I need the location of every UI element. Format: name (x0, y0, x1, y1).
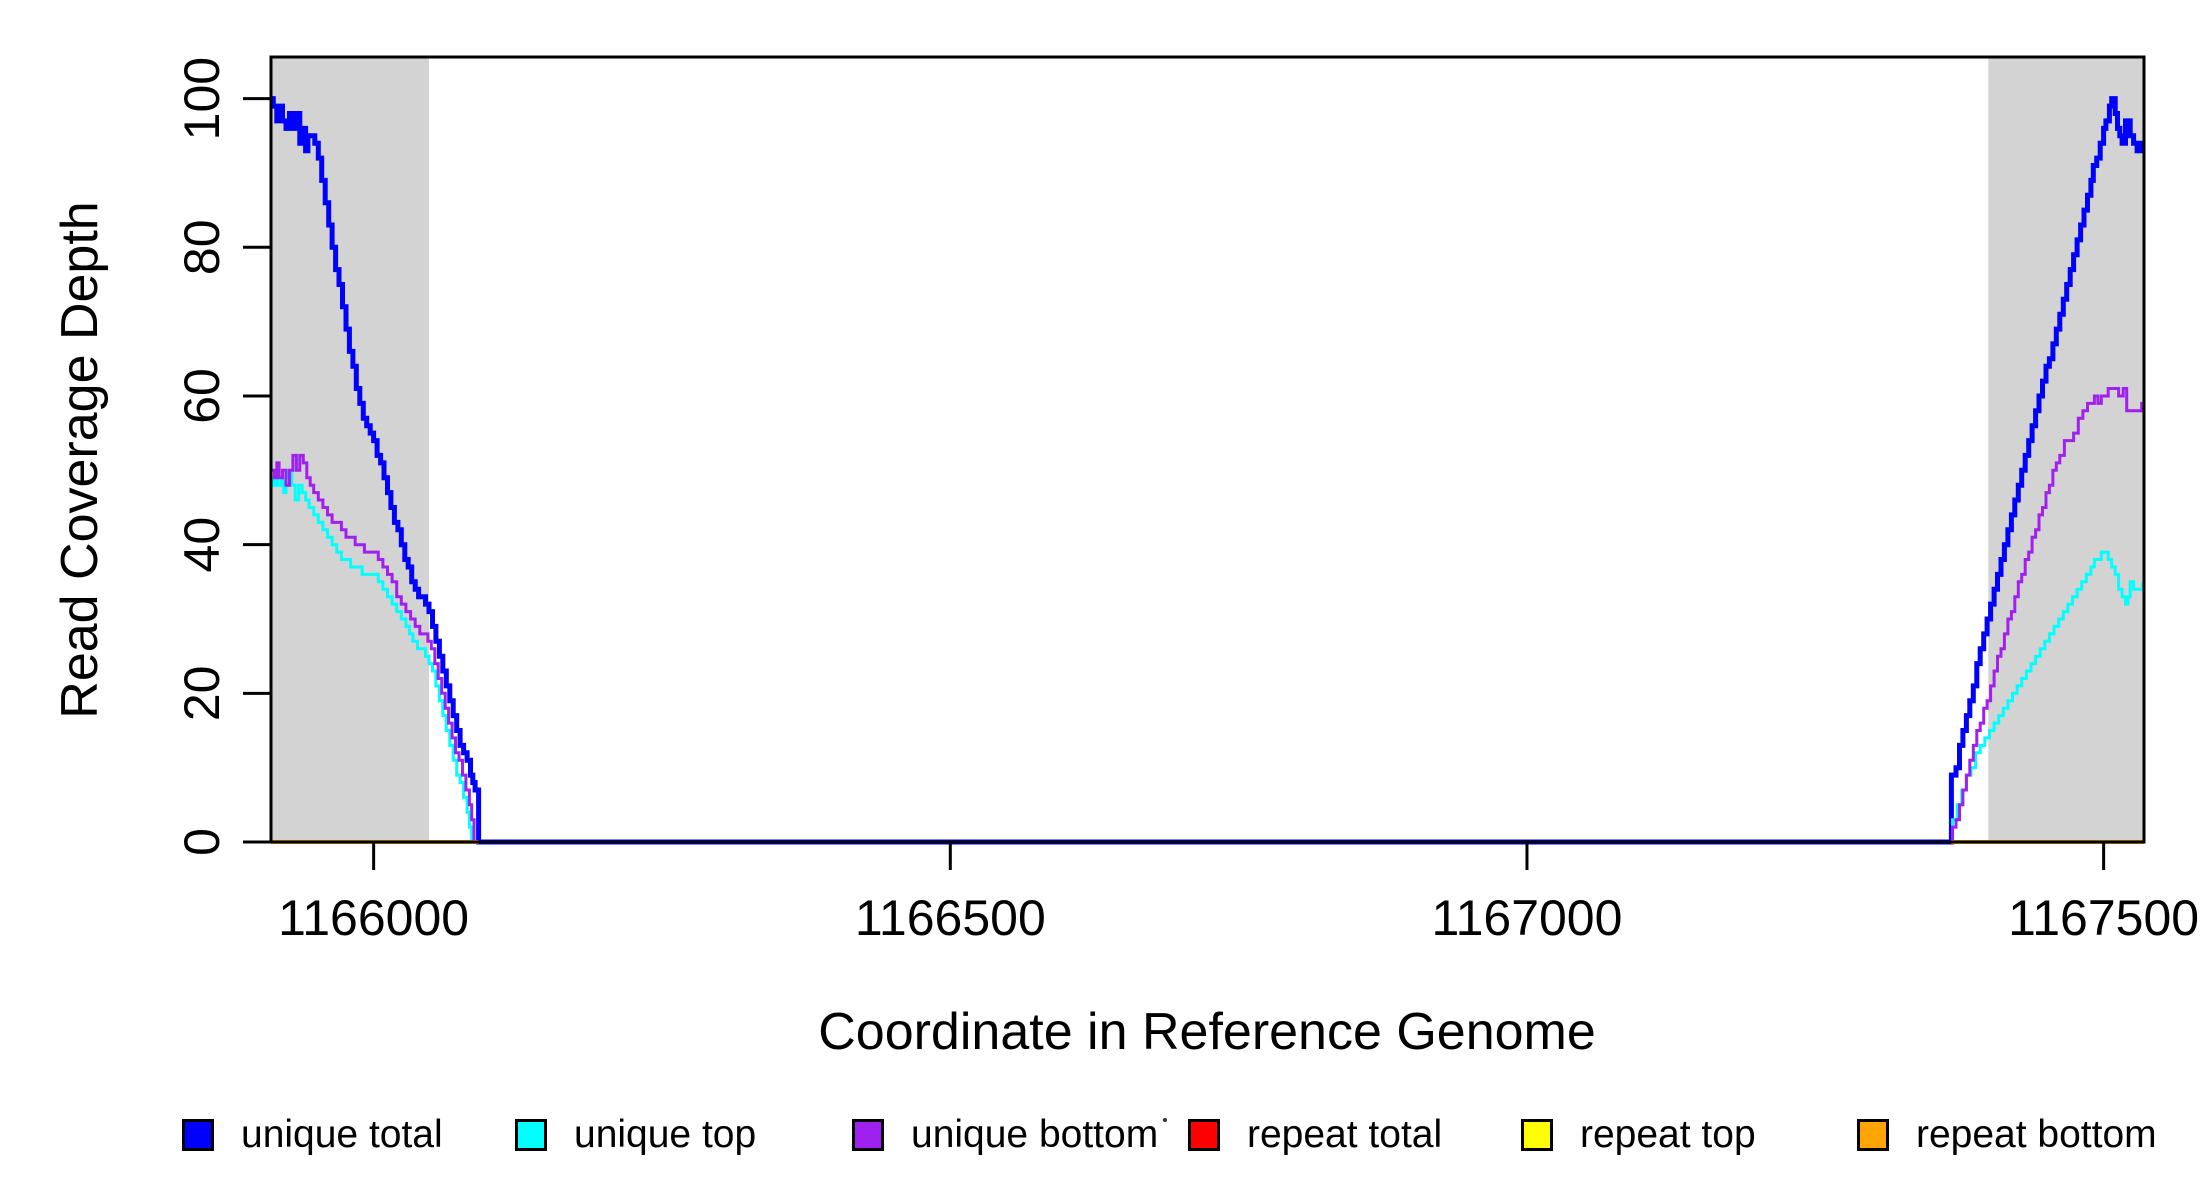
legend-label: unique total (241, 1113, 443, 1156)
unique-bottom-swatch-icon (852, 1119, 884, 1151)
x-tick-label: 1167500 (2008, 890, 2199, 946)
legend-entry-unique-bottom: unique bottom (852, 1113, 1159, 1156)
series-line-unique-top (271, 468, 2145, 844)
y-tick-label: 100 (174, 57, 230, 140)
x-axis-ticks (372, 842, 2106, 870)
legend-entry-unique-total: unique total (182, 1113, 443, 1156)
legend-label: unique top (574, 1113, 757, 1156)
plot-border-box (269, 55, 2146, 844)
legend-entry-repeat-bottom: repeat bottom (1857, 1113, 2157, 1156)
repeat-total-swatch-icon (1188, 1119, 1220, 1151)
x-tick-label: 1166500 (855, 890, 1046, 946)
y-tick-label: 20 (174, 666, 230, 722)
repeat-region-rect (271, 57, 430, 842)
legend-label: unique bottom (911, 1113, 1159, 1156)
legend-entry-repeat-total: repeat total (1188, 1113, 1443, 1156)
y-tick-label: 60 (174, 368, 230, 424)
x-axis-title: Coordinate in Reference Genome (818, 1003, 1596, 1061)
unique-total-swatch-icon (182, 1119, 214, 1151)
legend-label: repeat top (1580, 1113, 1756, 1156)
unique-top-swatch-icon (515, 1119, 547, 1151)
repeat-bottom-swatch-icon (1857, 1119, 1889, 1151)
stray-dot-artifact (1163, 1118, 1167, 1122)
legend-entry-unique-top: unique top (515, 1113, 757, 1156)
series-lines (270, 96, 2145, 845)
y-tick-label: 80 (174, 219, 230, 275)
x-tick-label: 1167000 (1431, 890, 1622, 946)
y-tick-label: 0 (174, 828, 230, 856)
legend-entry-repeat-top: repeat top (1521, 1113, 1756, 1156)
x-tick-label: 1166000 (278, 890, 469, 946)
repeat-top-swatch-icon (1521, 1119, 1553, 1151)
y-axis-ticks (243, 97, 271, 844)
y-axis-title: Read Coverage Depth (51, 201, 109, 719)
legend-label: repeat total (1247, 1113, 1443, 1156)
x-axis-tick-labels: 1166000 1166500 1167000 1167500 (278, 890, 2199, 946)
repeat-region-highlights (271, 57, 2144, 842)
legend-label: repeat bottom (1916, 1113, 2157, 1156)
series-line-unique-total (270, 96, 2143, 845)
y-tick-label: 40 (174, 517, 230, 573)
y-axis-tick-labels: 0 20 40 60 80 100 (174, 57, 230, 856)
series-line-unique-bottom (271, 387, 2144, 844)
repeat-region-rect (1988, 57, 2144, 842)
